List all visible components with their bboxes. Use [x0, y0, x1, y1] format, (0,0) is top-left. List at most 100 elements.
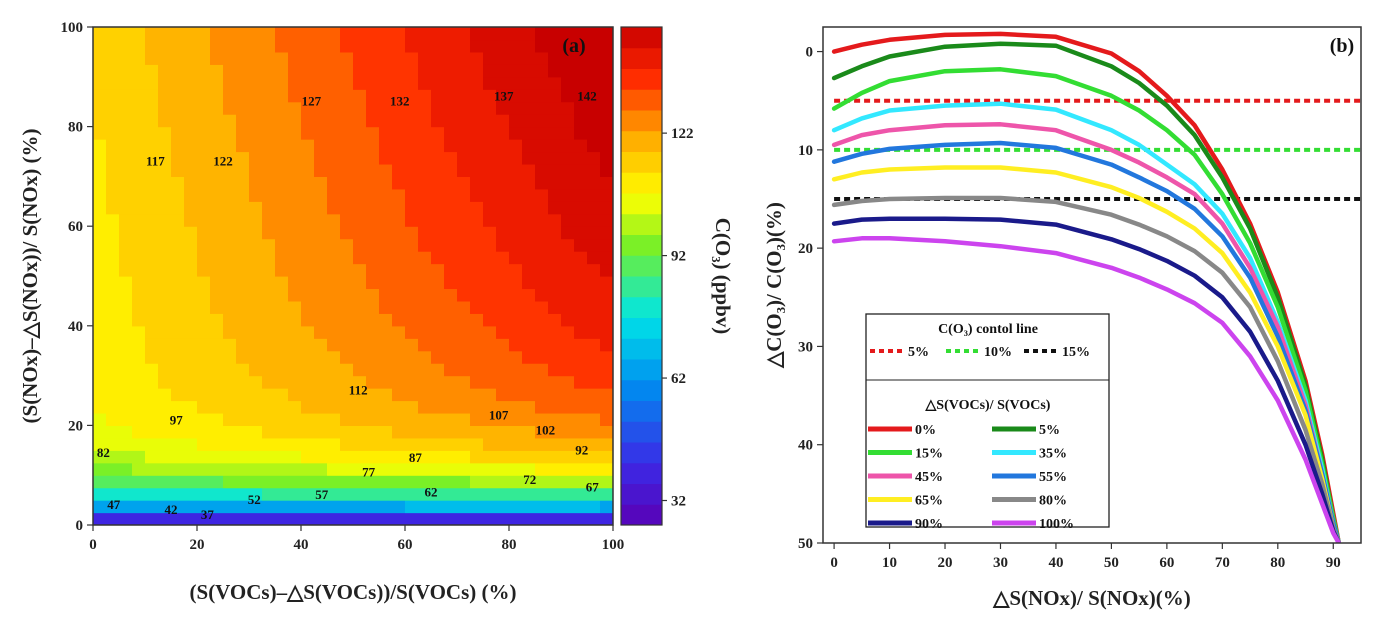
- contour-value-label: 122: [213, 154, 233, 169]
- contour-cell: [132, 139, 146, 153]
- contour-cell: [522, 276, 536, 290]
- contour-cell: [106, 64, 120, 78]
- contour-cell: [106, 375, 120, 389]
- contour-cell: [236, 27, 250, 41]
- contour-cell: [522, 288, 536, 302]
- contour-cell: [353, 263, 367, 277]
- contour-cell: [93, 475, 107, 489]
- contour-cell: [353, 288, 367, 302]
- contour-cell: [470, 313, 484, 327]
- contour-cell: [535, 450, 549, 464]
- contour-cell: [171, 288, 185, 302]
- contour-cell: [184, 388, 198, 402]
- contour-cell: [249, 27, 263, 41]
- contour-cell: [210, 288, 224, 302]
- contour-cell: [275, 114, 289, 128]
- contour-cell: [379, 213, 393, 227]
- contour-cell: [327, 363, 341, 377]
- contour-cell: [301, 27, 315, 41]
- contour-cell: [353, 64, 367, 78]
- contour-cell: [392, 313, 406, 327]
- contour-cell: [418, 363, 432, 377]
- colorbar-band: [621, 421, 662, 443]
- contour-cell: [158, 375, 172, 389]
- contour-cell: [418, 412, 432, 426]
- contour-cell: [483, 64, 497, 78]
- contour-cell: [496, 338, 510, 352]
- contour-cell: [483, 388, 497, 402]
- contour-cell: [288, 462, 302, 476]
- x-tick-label: 60: [398, 537, 413, 553]
- contour-cell: [587, 462, 601, 476]
- contour-cell: [106, 400, 120, 414]
- contour-cell: [197, 114, 211, 128]
- contour-cell: [561, 213, 575, 227]
- contour-cell: [314, 300, 328, 314]
- colorbar-bands: [621, 27, 662, 526]
- contour-cell: [535, 126, 549, 140]
- contour-cell: [210, 475, 224, 489]
- contour-cell: [600, 487, 613, 501]
- contour-cell: [444, 313, 458, 327]
- contour-cell: [392, 338, 406, 352]
- contour-cell: [392, 288, 406, 302]
- contour-cell: [223, 313, 237, 327]
- contour-cell: [470, 251, 484, 265]
- contour-cell: [314, 163, 328, 177]
- contour-cell: [353, 512, 367, 525]
- contour-cell: [600, 151, 613, 165]
- contour-cell: [392, 51, 406, 65]
- contour-cell: [561, 126, 575, 140]
- contour-cell: [353, 437, 367, 451]
- contour-cell: [223, 201, 237, 215]
- contour-cell: [262, 27, 276, 41]
- contour-cell: [548, 350, 562, 364]
- contour-cell: [483, 487, 497, 501]
- contour-cell: [210, 263, 224, 277]
- contour-cell: [288, 201, 302, 215]
- contour-cell: [496, 251, 510, 265]
- contour-cell: [522, 188, 536, 202]
- contour-cell: [275, 226, 289, 240]
- contour-cell: [418, 288, 432, 302]
- contour-cell: [288, 114, 302, 128]
- contour-cell: [483, 350, 497, 364]
- contour-cell: [223, 400, 237, 414]
- contour-cell: [314, 101, 328, 115]
- contour-cell: [314, 201, 328, 215]
- contour-cell: [574, 27, 588, 41]
- contour-cell: [457, 51, 471, 65]
- colorbar-band: [621, 151, 662, 173]
- contour-cell: [288, 126, 302, 140]
- contour-cell: [275, 163, 289, 177]
- contour-cell: [275, 325, 289, 339]
- contour-cell: [574, 251, 588, 265]
- contour-cell: [405, 338, 419, 352]
- contour-cell: [444, 338, 458, 352]
- contour-cell: [223, 437, 237, 451]
- contour-cell: [366, 325, 380, 339]
- contour-cell: [158, 400, 172, 414]
- contour-cell: [262, 114, 276, 128]
- contour-cell: [561, 500, 575, 514]
- contour-cell: [132, 114, 146, 128]
- contour-cell: [392, 238, 406, 252]
- contour-cell: [535, 375, 549, 389]
- contour-cell: [353, 176, 367, 190]
- contour-cell: [236, 238, 250, 252]
- contour-cell: [470, 450, 484, 464]
- contour-cell: [301, 139, 315, 153]
- contour-cell: [301, 475, 315, 489]
- contour-cell: [301, 363, 315, 377]
- contour-cell: [301, 251, 315, 265]
- contour-cell: [392, 251, 406, 265]
- contour-cell: [340, 89, 354, 103]
- contour-cell: [184, 39, 198, 53]
- contour-cell: [236, 276, 250, 290]
- contour-cell: [444, 263, 458, 277]
- y-tick-label: 0: [806, 45, 814, 61]
- contour-cell: [405, 363, 419, 377]
- contour-cell: [353, 276, 367, 290]
- contour-cell: [548, 500, 562, 514]
